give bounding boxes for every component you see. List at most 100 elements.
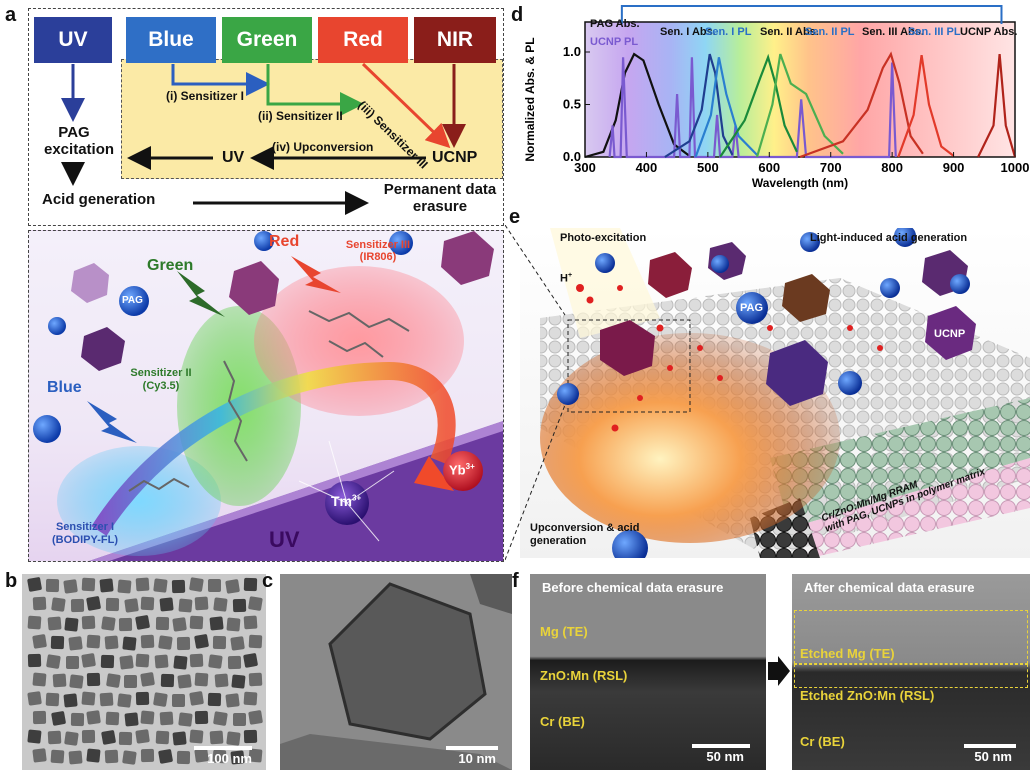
legend-entry: Sen. II PL [805,26,855,38]
zno-rsl-label: ZnO:Mn (RSL) [540,668,628,683]
scale-label-b: 100 nm [207,751,252,766]
pag-label: PAG [122,295,143,306]
series-pag-abs- [584,52,691,159]
panel-label-b: b [5,570,18,592]
nanocube [45,692,60,707]
energy-transfer-arc [91,361,456,536]
nanocube [178,598,193,613]
nanocube [105,597,120,612]
x-tick-label: 600 [758,160,780,175]
nanocube [248,634,263,649]
nanocube [27,729,42,744]
nanocube [172,617,187,632]
tem-image-before: Before chemical data erasure Mg (TE) ZnO… [530,574,766,770]
nanocube [153,578,168,593]
red-light-label: Red [269,233,300,250]
ucnp-particle [441,231,494,285]
light-acid-label: Light-induced acid generation [810,232,968,244]
scale-bar-f2 [964,744,1016,748]
spectra-chart: 300 400 500 600 700 800 900 1000 0.0 0.5 1.0 Wavele… [523,5,1029,190]
nanocube [69,674,84,689]
nanocube [176,750,191,765]
scale-label-f1: 50 nm [706,749,744,764]
red-arrow [361,62,451,149]
series-sen-iii-pl [897,55,955,158]
ucnp-particle [648,252,692,298]
nanocube [209,730,224,745]
pag-molecule [736,292,768,324]
nanocube [243,653,258,668]
nanocube [230,750,245,765]
legend-entry: UCNP Abs. [960,26,1018,38]
nanocube [177,674,192,689]
nanocube [140,748,155,763]
scale-label-c: 10 nm [458,751,496,766]
nanocube [140,634,155,649]
blue-light-label: Blue [47,379,82,396]
y-tick-label: 1.0 [563,44,581,59]
nanocube [81,653,96,668]
sensitizer-2-label: Sensitizer II (Cy3.5) [130,367,192,392]
nanocube [50,749,65,764]
nanocube [104,749,119,764]
series-sen-ii-abs- [719,53,798,158]
nanocube [51,597,66,612]
nanocube [155,730,170,745]
etched-zno-region [794,664,1028,688]
nanocube [100,654,115,669]
nanocube [104,635,119,650]
nanocube [140,672,155,687]
cascade-bracket [620,5,1003,24]
nanocube [99,692,114,707]
device-svg [540,228,1030,558]
nanocube [208,579,221,592]
nanocube [176,636,191,651]
uv-label: UV [222,149,245,166]
nanocube [194,748,209,763]
green-box: Green [222,17,312,63]
step-sensitizer-1: (i) Sensitizer I [166,89,245,103]
nanocube [68,750,83,765]
tem-image-b: 100 nm [22,574,266,770]
nanocube [63,693,78,708]
nanocube [135,729,150,744]
nanocube [158,749,173,764]
x-tick-label: 300 [574,160,596,175]
nanocube [119,655,134,670]
ucnp-particle [782,274,830,322]
nanocube [70,598,85,613]
pink-layer [790,458,1030,558]
nanocube [212,635,227,650]
nanocube [86,596,101,611]
nanocube [231,674,246,689]
nanocube [208,654,223,669]
nanocube [209,616,224,631]
y-tick-label: 0.0 [563,149,581,164]
nanocube [101,616,116,631]
step-upconversion: (iv) Upconversion [272,140,374,154]
photo-excitation-label: Photo-excitation [560,232,647,244]
green-arrow [266,64,364,116]
nanocube [122,750,137,765]
ucnp-particle [229,261,279,315]
nanocube [154,654,169,669]
nanocube [207,692,222,707]
legend-entry: Sen. I PL [705,26,752,38]
nanocube [105,711,120,726]
nanocube [243,691,258,706]
nanocube [225,579,240,594]
series-sen-i-pl [694,57,758,158]
nanocube-array [27,577,263,765]
tem-image-c: 10 nm [280,574,512,770]
nanocube [135,653,150,668]
ucnp-particle [81,327,125,371]
sensitizer-3-label: Sensitizer III (IR806) [345,239,411,263]
x-tick-label: 900 [943,160,965,175]
nanocube [52,673,67,688]
nanocube [124,675,137,688]
red-box: Red [318,17,408,63]
after-label: After chemical data erasure [804,580,975,595]
nanocube [81,577,96,592]
scale-label-f2: 50 nm [974,749,1012,764]
uv-illus-label: UV [269,527,300,552]
